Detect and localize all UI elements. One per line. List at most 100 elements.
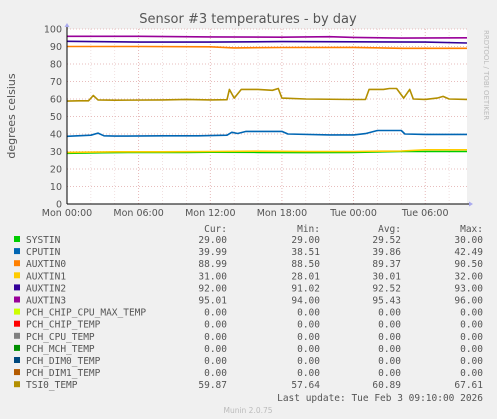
y-axis-label: degrees celsius	[5, 73, 18, 158]
series-lines	[66, 35, 468, 155]
x-tick-label: Tue 06:00	[401, 208, 449, 219]
legend-value-avg: 0.00	[378, 332, 401, 343]
legend-swatch	[14, 272, 20, 279]
legend-value-max: 0.00	[460, 368, 483, 379]
legend-value-min: 0.00	[297, 356, 320, 367]
legend-swatch	[14, 344, 20, 351]
legend-value-cur: 0.00	[204, 344, 227, 355]
legend-label: SYSTIN	[26, 235, 61, 246]
legend-value-cur: 95.01	[198, 296, 227, 307]
legend-label: PCH_CHIP_CPU_MAX_TEMP	[26, 308, 146, 319]
legend-swatch	[14, 248, 20, 255]
x-tick-label: Mon 00:00	[42, 208, 92, 219]
series-line-tsi0_temp	[66, 87, 468, 102]
y-tick-label: 10	[50, 182, 62, 193]
legend-header-cur: Cur:	[204, 224, 227, 235]
legend-label: AUXTIN2	[26, 283, 66, 294]
legend-swatch	[14, 308, 20, 315]
watermark: RRDTOOL / TOBI OETIKER	[482, 30, 490, 120]
x-tick-label: Mon 12:00	[185, 208, 235, 219]
legend-value-min: 0.00	[297, 332, 320, 343]
legend-value-min: 28.01	[291, 271, 320, 282]
x-tick-label: Tue 00:00	[329, 208, 377, 219]
legend-header-max: Max:	[460, 224, 483, 235]
legend-label: CPUTIN	[26, 247, 61, 258]
y-tick-label: 100	[44, 25, 62, 36]
legend-value-min: 38.51	[291, 247, 320, 258]
legend-label: PCH_CPU_TEMP	[26, 332, 95, 343]
legend-label: PCH_MCH_TEMP	[26, 344, 95, 355]
legend-value-max: 32.00	[454, 271, 483, 282]
legend-value-avg: 0.00	[378, 320, 401, 331]
legend-label: PCH_DIM0_TEMP	[26, 356, 101, 367]
legend-value-avg: 92.52	[372, 283, 401, 294]
series-line-auxtin1	[66, 149, 467, 154]
legend-value-avg: 30.01	[372, 271, 401, 282]
legend-value-cur: 31.00	[198, 271, 227, 282]
legend-value-max: 96.00	[454, 296, 483, 307]
grid	[67, 28, 467, 204]
last-update: Last update: Tue Feb 3 09:10:00 2026	[277, 393, 483, 404]
legend-swatch	[14, 357, 20, 363]
chart-title: Sensor #3 temperatures - by day	[139, 12, 357, 27]
legend-value-avg: 0.00	[378, 344, 401, 355]
legend-value-max: 90.50	[454, 259, 483, 270]
legend-value-max: 30.00	[454, 235, 483, 246]
y-axis-arrow	[64, 23, 70, 27]
munin-version: Munin 2.0.75	[223, 406, 272, 415]
legend-value-max: 67.61	[454, 380, 483, 391]
series-line-auxtin2	[66, 40, 468, 44]
x-tick-label: Mon 06:00	[113, 208, 163, 219]
legend-value-cur: 0.00	[204, 356, 227, 367]
legend-swatch	[14, 236, 20, 242]
legend-label: TSI0_TEMP	[26, 380, 78, 391]
legend-swatch	[14, 381, 20, 388]
series-line-auxtin3	[67, 35, 468, 39]
series-line-auxtin0	[67, 45, 467, 50]
legend-value-cur: 0.00	[204, 332, 227, 343]
y-tick-label: 20	[50, 165, 62, 176]
legend-value-min: 91.02	[291, 283, 320, 294]
y-tick-label: 80	[50, 60, 62, 71]
legend-label: PCH_DIM1_TEMP	[26, 368, 101, 379]
legend-value-max: 0.00	[460, 332, 483, 343]
legend-value-cur: 29.00	[198, 235, 227, 246]
legend-value-cur: 59.87	[198, 380, 227, 391]
legend-value-cur: 92.00	[198, 283, 227, 294]
y-tick-label: 90	[50, 42, 62, 53]
y-tick-label: 70	[50, 77, 62, 88]
x-axis-arrow	[469, 201, 473, 207]
legend-value-avg: 39.86	[372, 247, 401, 258]
legend-value-avg: 89.37	[372, 259, 401, 270]
legend-value-min: 0.00	[297, 368, 320, 379]
legend-label: AUXTIN1	[26, 271, 66, 282]
legend-value-min: 29.00	[291, 235, 320, 246]
axes	[64, 23, 473, 207]
y-tick-label: 50	[50, 112, 62, 123]
y-tick-label: 30	[50, 147, 62, 158]
y-tick-label: 60	[50, 95, 62, 106]
legend-value-max: 42.49	[454, 247, 483, 258]
legend-swatch	[14, 296, 20, 303]
series-line-cputin	[66, 129, 467, 138]
legend-value-avg: 60.89	[372, 380, 401, 391]
legend-value-cur: 88.99	[198, 259, 227, 270]
tick-labels: 0 10 20 30 40 50 60 70 80 90 100 Mon 00:00 Mon 06:00…	[42, 25, 449, 220]
legend-value-cur: 0.00	[204, 308, 227, 319]
legend-value-cur: 0.00	[204, 320, 227, 331]
x-tick-label: Mon 18:00	[257, 208, 307, 219]
legend-header-min: Min:	[297, 224, 320, 235]
legend-value-min: 57.64	[291, 380, 320, 391]
legend-swatch	[14, 320, 20, 327]
legend-label: AUXTIN3	[26, 296, 66, 307]
legend-value-avg: 0.00	[378, 368, 401, 379]
y-tick-label: 40	[50, 130, 62, 141]
legend-value-avg: 0.00	[378, 308, 401, 319]
legend-value-min: 0.00	[297, 344, 320, 355]
legend-value-min: 0.00	[297, 320, 320, 331]
legend-swatch	[14, 284, 20, 291]
legend-value-avg: 95.43	[372, 296, 401, 307]
legend-value-max: 0.00	[460, 356, 483, 367]
legend-value-max: 0.00	[460, 344, 483, 355]
